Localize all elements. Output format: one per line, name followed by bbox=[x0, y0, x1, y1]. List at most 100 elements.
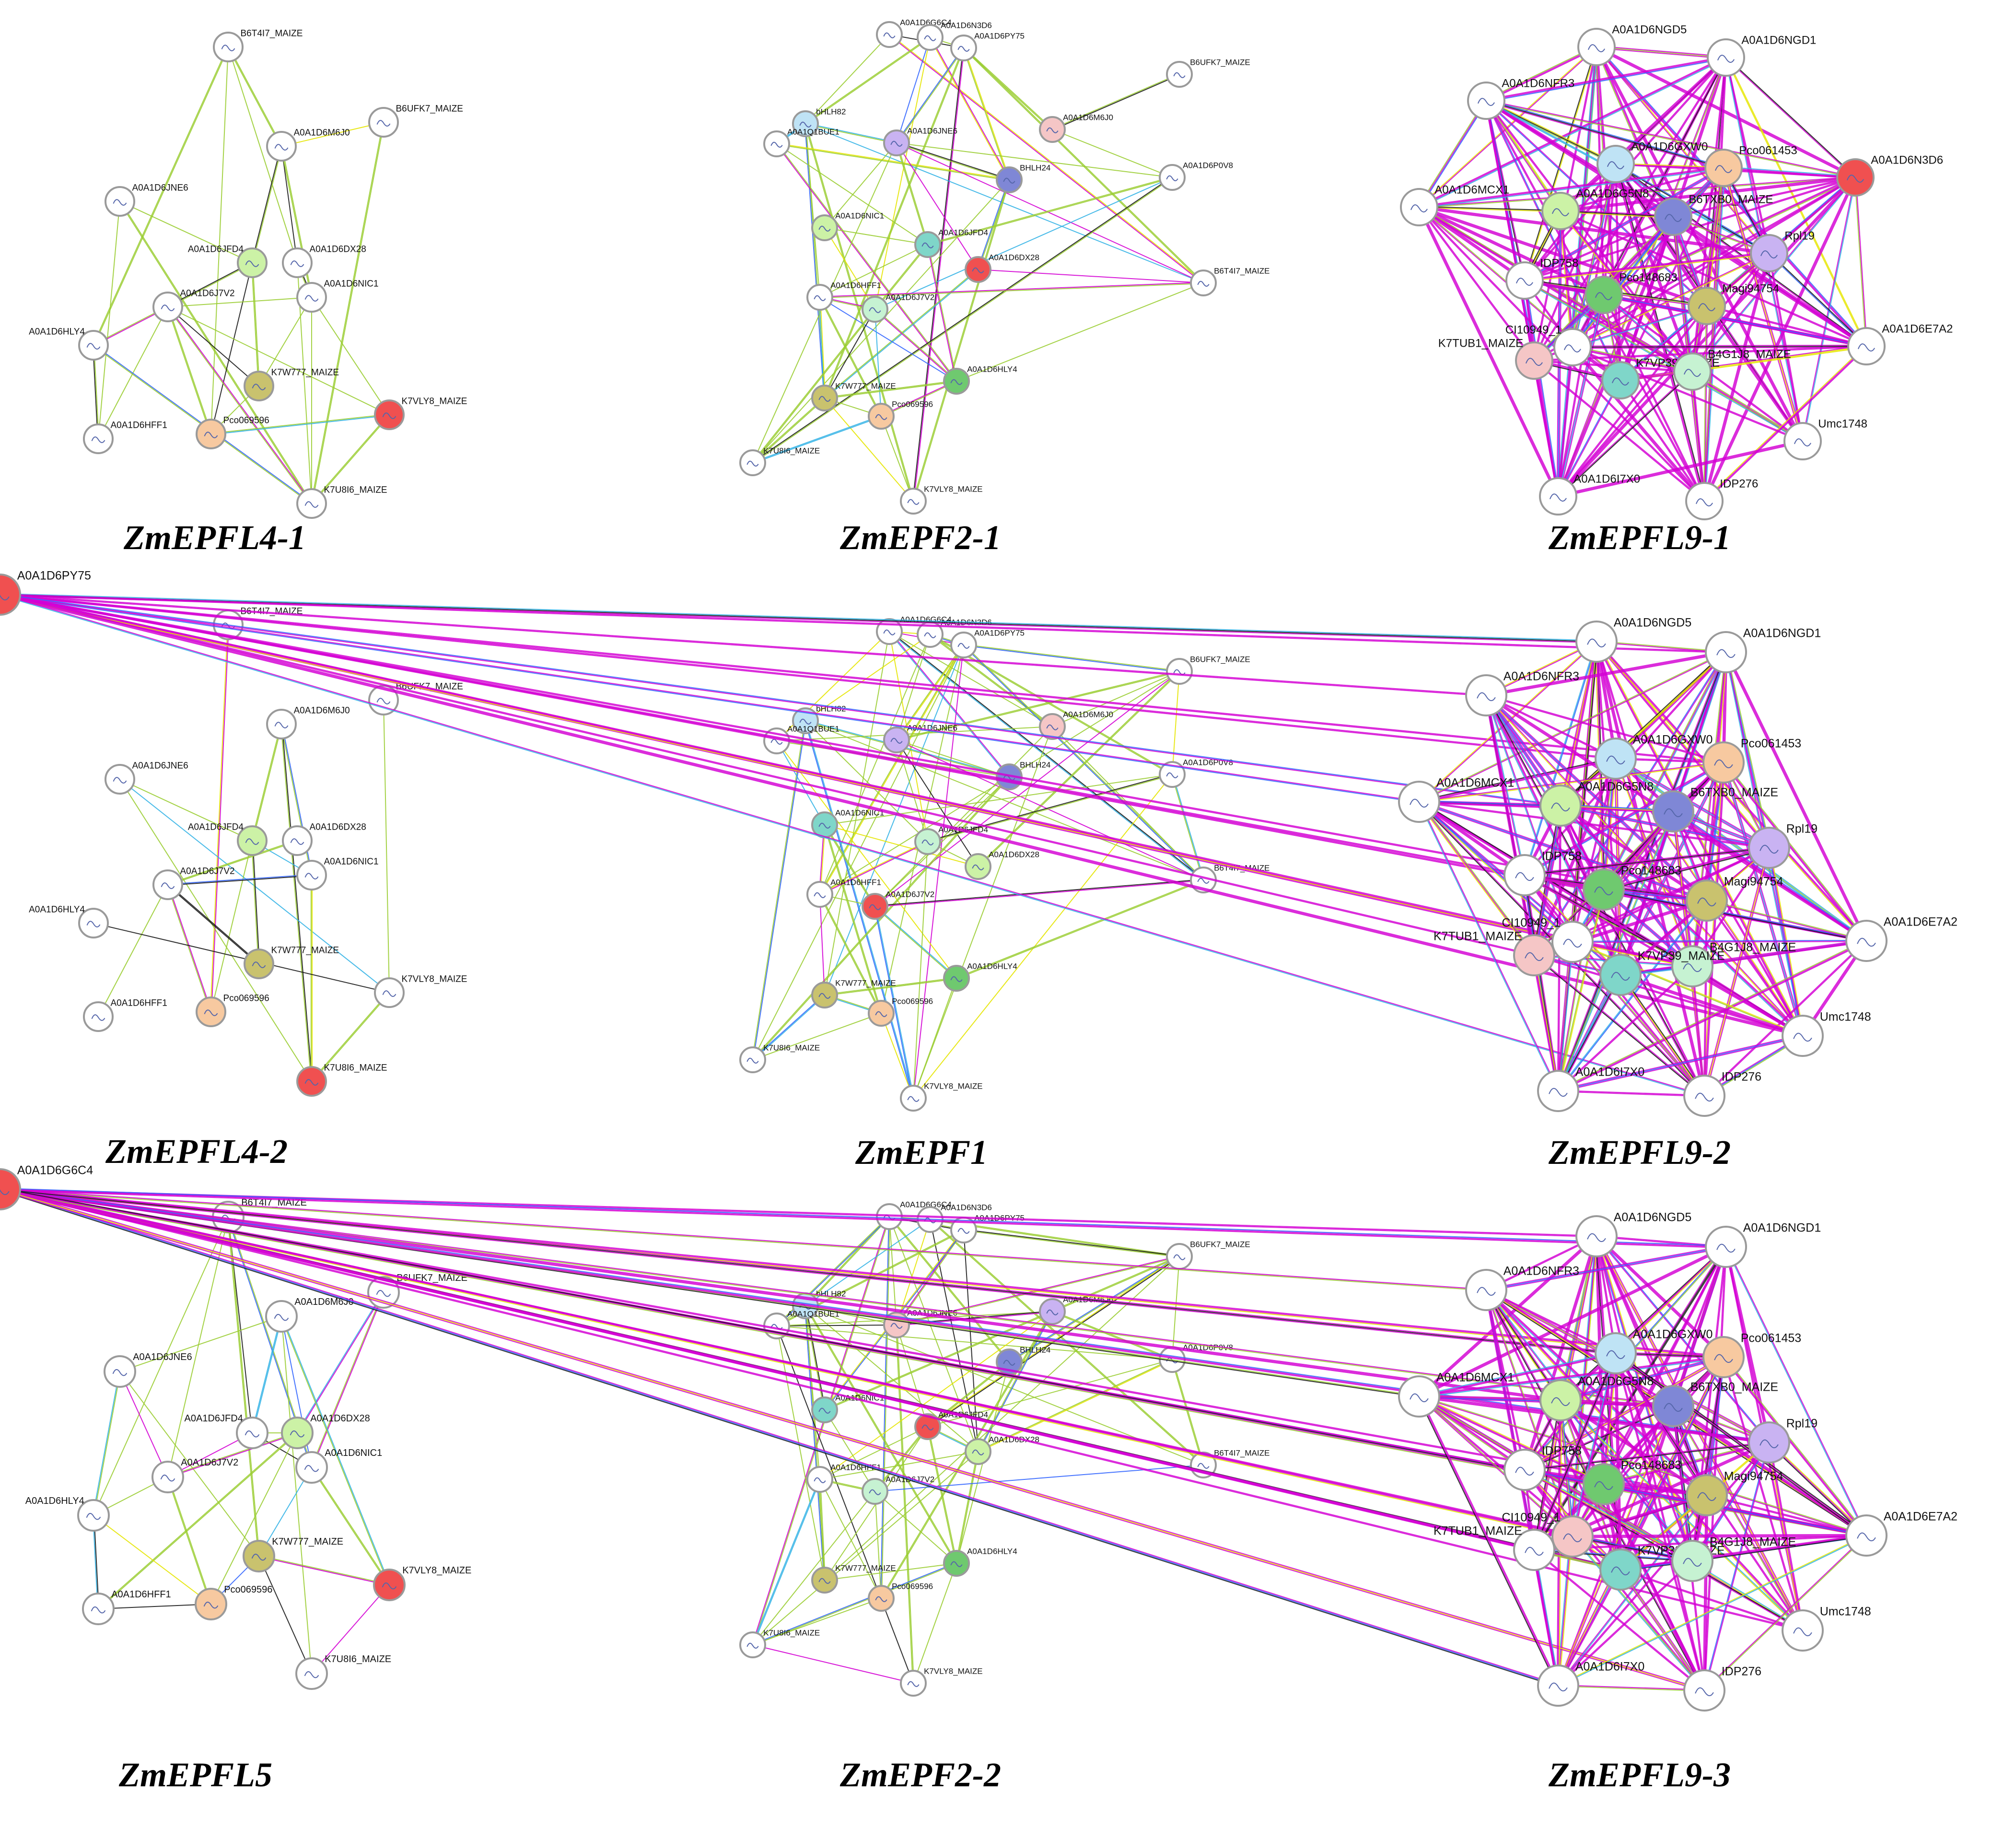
protein-node[interactable]: A0A1D6HFF1 bbox=[806, 281, 881, 311]
protein-node[interactable]: A0A1D6J7V2 bbox=[862, 293, 934, 323]
protein-node[interactable]: A0A1D6NIC1 bbox=[295, 1448, 382, 1484]
protein-node[interactable]: Umc1748 bbox=[1782, 1605, 1871, 1652]
protein-node[interactable]: A0A1D6JFD4 bbox=[185, 1413, 268, 1449]
protein-node[interactable]: A0A1D6HLY4 bbox=[29, 905, 109, 938]
protein-node[interactable]: A0A1D6PY75 bbox=[950, 32, 1025, 61]
protein-node[interactable]: K7TUB1_MAIZE bbox=[1433, 930, 1555, 976]
protein-node[interactable]: Pco061453 bbox=[1704, 144, 1797, 187]
protein-node[interactable]: A0A1D6PY75 bbox=[950, 629, 1025, 658]
protein-node[interactable]: B6UFK7_MAIZE bbox=[1166, 1240, 1250, 1270]
protein-node[interactable]: A0A1D6HLY4 bbox=[25, 1496, 110, 1532]
protein-node[interactable]: K7U8I6_MAIZE bbox=[739, 446, 820, 476]
protein-node[interactable]: A0A1D6NIC1 bbox=[296, 279, 379, 313]
protein-node[interactable]: A0A1D6N3D6 bbox=[917, 21, 992, 51]
protein-node[interactable]: A0A1D6JFD4 bbox=[188, 245, 268, 278]
protein-node[interactable]: Pco069596 bbox=[196, 994, 269, 1027]
protein-node[interactable]: A0A1D6JNE6 bbox=[105, 183, 188, 217]
protein-node[interactable]: A0A1D6NGD1 bbox=[1707, 34, 1816, 77]
protein-node[interactable]: B4G1J8_MAIZE bbox=[1671, 1536, 1796, 1582]
protein-node[interactable]: A0A1D6DX28 bbox=[965, 1435, 1039, 1465]
protein-node[interactable]: A0A1D6E7A2 bbox=[1845, 915, 1958, 962]
protein-node[interactable]: A0A1D6HFF1 bbox=[806, 1463, 881, 1493]
protein-node[interactable]: BHLH24 bbox=[996, 164, 1050, 193]
protein-node[interactable]: A0A1D6JNE6 bbox=[883, 127, 957, 156]
protein-node[interactable]: Pco148683 bbox=[1583, 1459, 1681, 1505]
protein-node[interactable]: Rpl19 bbox=[1750, 230, 1815, 272]
protein-node[interactable]: A0A1D6N3D6 bbox=[1836, 154, 1943, 197]
protein-node[interactable]: K7VLY8_MAIZE bbox=[373, 1565, 471, 1601]
protein-node[interactable]: A0A1D6JNE6 bbox=[883, 724, 957, 753]
protein-node[interactable]: A0A1D6I7X0 bbox=[1537, 1660, 1644, 1707]
protein-node[interactable]: A0A1D6J7V2 bbox=[151, 1457, 238, 1493]
protein-node[interactable]: B6UFK7_MAIZE bbox=[368, 104, 463, 138]
protein-node[interactable]: K7VLY8_MAIZE bbox=[900, 485, 983, 515]
protein-node[interactable]: A0A1D6G6C4 bbox=[876, 1200, 952, 1230]
protein-node[interactable]: A0A1D6HFF1 bbox=[82, 1589, 171, 1625]
protein-node[interactable]: Pco061453 bbox=[1702, 1332, 1801, 1378]
protein-node[interactable]: A0A1D6NIC1 bbox=[811, 211, 884, 241]
protein-node[interactable]: IDP276 bbox=[1683, 1665, 1761, 1712]
protein-node[interactable]: A0A1D6HFF1 bbox=[83, 998, 167, 1032]
protein-node[interactable]: CI10949_1 bbox=[1502, 1511, 1594, 1558]
protein-node[interactable]: A0A1D6NGD5 bbox=[1575, 616, 1691, 663]
protein-node[interactable]: A0A1D6NFR3 bbox=[1467, 77, 1574, 120]
protein-node[interactable]: A0A1D6NGD5 bbox=[1575, 1211, 1691, 1257]
protein-node[interactable]: K7VLY8_MAIZE bbox=[900, 1667, 983, 1697]
protein-node[interactable]: IDP758 bbox=[1503, 1444, 1582, 1491]
protein-node[interactable]: IDP276 bbox=[1683, 1070, 1761, 1117]
protein-node[interactable]: K7VLY8_MAIZE bbox=[374, 974, 467, 1008]
protein-node[interactable]: K7TUB1_MAIZE bbox=[1438, 337, 1553, 380]
protein-node[interactable]: A0A1D6JFD4 bbox=[188, 822, 268, 856]
protein-node[interactable]: A0A1D6MCX1 bbox=[1398, 776, 1514, 823]
protein-node[interactable]: B6T4I7_MAIZE bbox=[1190, 267, 1270, 296]
protein-node[interactable]: A0A1Q1BUE1 bbox=[763, 128, 839, 157]
protein-node[interactable]: A0A1D6JNE6 bbox=[104, 1352, 192, 1388]
protein-node[interactable]: A0A1D6E7A2 bbox=[1845, 1510, 1958, 1557]
protein-node[interactable]: A0A1D6NGD1 bbox=[1705, 627, 1821, 673]
protein-node[interactable]: Pco069596 bbox=[868, 997, 933, 1027]
protein-node[interactable]: Pco069596 bbox=[195, 1584, 272, 1620]
protein-node[interactable]: A0A1D6M6J0 bbox=[266, 128, 350, 162]
protein-node[interactable]: K7W777_MAIZE bbox=[244, 368, 339, 401]
protein-node[interactable]: B6UFK7_MAIZE bbox=[1166, 58, 1250, 88]
protein-node[interactable]: K7W777_MAIZE bbox=[811, 979, 896, 1008]
protein-node[interactable]: K7VP39_MAIZE bbox=[1599, 950, 1725, 996]
protein-node[interactable]: K7W777_MAIZE bbox=[811, 382, 896, 411]
protein-node[interactable]: Pco069596 bbox=[868, 400, 933, 430]
protein-node[interactable]: A0A1D6NIC1 bbox=[811, 809, 884, 838]
protein-node[interactable]: Umc1748 bbox=[1783, 418, 1867, 460]
protein-node[interactable]: CI10949_1 bbox=[1505, 324, 1592, 366]
protein-node[interactable]: A0A1D6M6J0 bbox=[1039, 710, 1113, 740]
protein-node[interactable]: A0A1D6G5N8 bbox=[1539, 780, 1654, 827]
protein-node[interactable]: A0A1D6G5N8 bbox=[1539, 1375, 1654, 1421]
protein-node[interactable]: Pco148683 bbox=[1583, 864, 1681, 911]
protein-node[interactable]: K7U8I6_MAIZE bbox=[739, 1629, 820, 1658]
protein-node[interactable]: Rpl19 bbox=[1748, 822, 1818, 869]
protein-node[interactable]: Magi94754 bbox=[1688, 282, 1779, 325]
protein-node[interactable]: K7TUB1_MAIZE bbox=[1433, 1524, 1555, 1571]
protein-node[interactable]: A0A1Q1BUE1 bbox=[763, 1310, 839, 1339]
protein-node[interactable]: A0A1D6PY75 bbox=[0, 569, 91, 616]
protein-node[interactable]: IDP276 bbox=[1685, 478, 1758, 520]
protein-node[interactable]: B6TXB0_MAIZE bbox=[1652, 786, 1778, 832]
protein-node[interactable]: A0A1D6G5N8 bbox=[1541, 188, 1649, 230]
protein-node[interactable]: IDP758 bbox=[1505, 257, 1578, 300]
protein-node[interactable]: A0A1D6HLY4 bbox=[29, 327, 109, 361]
protein-node[interactable]: A0A1D6I7X0 bbox=[1537, 1066, 1644, 1112]
protein-node[interactable]: K7W777_MAIZE bbox=[811, 1564, 896, 1594]
protein-node[interactable]: A0A1D6P0V8 bbox=[1159, 161, 1233, 191]
protein-node[interactable]: Rpl19 bbox=[1748, 1417, 1818, 1464]
protein-node[interactable]: A0A1D6DX28 bbox=[282, 245, 366, 278]
protein-node[interactable]: B6TXB0_MAIZE bbox=[1654, 193, 1773, 236]
protein-node[interactable]: Pco061453 bbox=[1702, 737, 1801, 784]
protein-node[interactable]: A0A1D6NIC1 bbox=[296, 857, 379, 891]
protein-node[interactable]: A0A1D6GXW0 bbox=[1596, 141, 1708, 183]
protein-node[interactable]: A0A1D6JNE6 bbox=[105, 761, 188, 795]
protein-node[interactable]: K7W777_MAIZE bbox=[244, 946, 339, 979]
protein-node[interactable]: B4G1J8_MAIZE bbox=[1673, 348, 1791, 391]
protein-node[interactable]: A0A1D6HLY4 bbox=[943, 962, 1017, 992]
protein-node[interactable]: A0A1D6NFR3 bbox=[1465, 670, 1579, 716]
protein-node[interactable]: A0A1D6HLY4 bbox=[943, 1547, 1017, 1577]
protein-node[interactable]: B6TXB0_MAIZE bbox=[1652, 1381, 1778, 1427]
protein-node[interactable]: B6T4I7_MAIZE bbox=[213, 29, 303, 62]
